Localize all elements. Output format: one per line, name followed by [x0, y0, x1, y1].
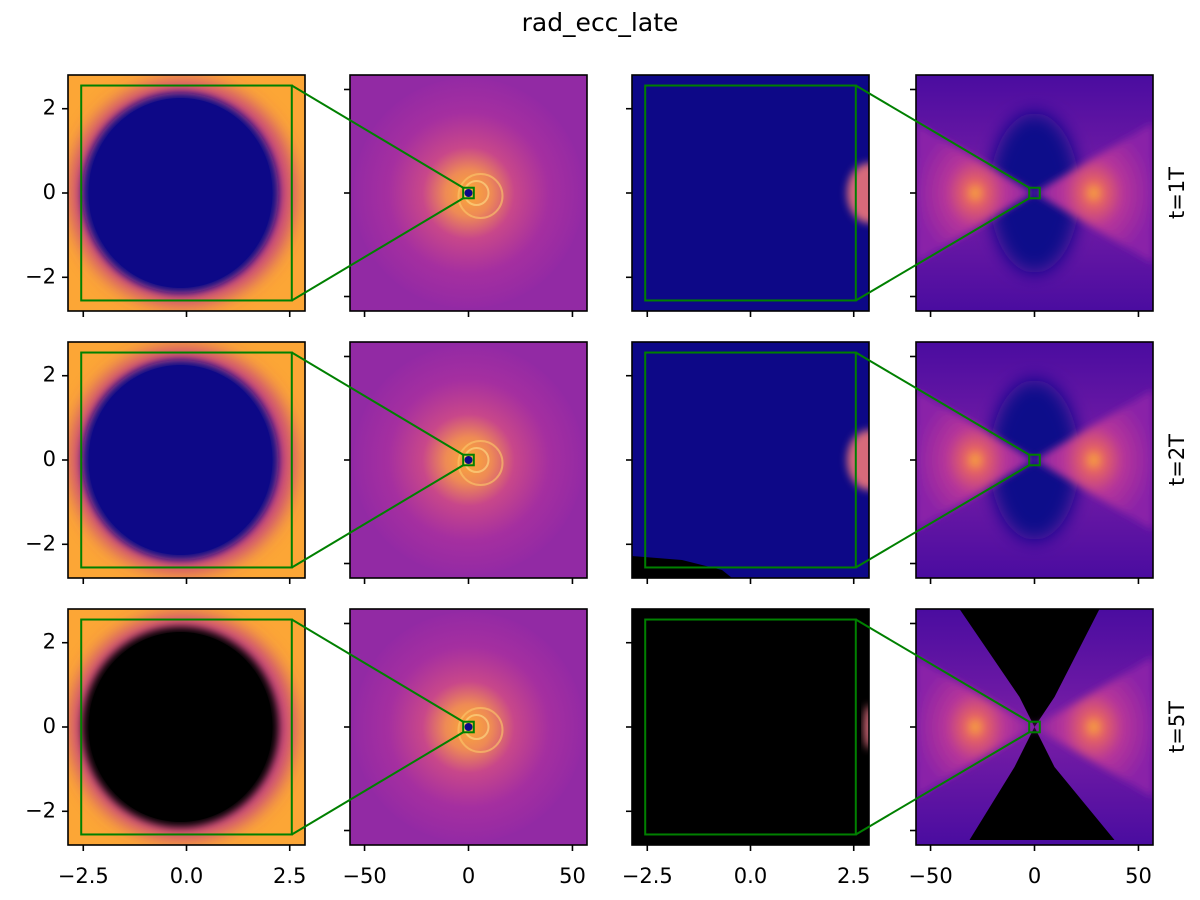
- x-tick-label: 2.5: [837, 864, 870, 888]
- x-tick-label: −50: [342, 864, 386, 888]
- image-core: [88, 365, 273, 555]
- zoom-connector: [291, 464, 464, 569]
- y-tick-label: 0: [43, 180, 56, 204]
- image-center: [464, 723, 473, 731]
- zoom-connector: [855, 197, 1030, 302]
- y-tick-label: −2: [25, 264, 56, 288]
- image-core: [88, 98, 273, 288]
- zoom-connector: [291, 197, 464, 302]
- image-ring: [457, 440, 504, 486]
- x-tick-label: −2.5: [622, 864, 673, 888]
- zoom-box: [1028, 453, 1041, 467]
- image-edge: [864, 705, 869, 749]
- image-center: [464, 189, 473, 197]
- zoom-connector: [291, 351, 464, 456]
- x-tick-label: 0.0: [170, 864, 203, 888]
- zoom-connector: [291, 84, 464, 189]
- image-center: [464, 456, 473, 464]
- x-tick-label: 0.0: [734, 864, 767, 888]
- panel-image: [916, 75, 1153, 311]
- zoom-box: [80, 618, 293, 836]
- y-tick-label: 0: [43, 447, 56, 471]
- image-background: [632, 75, 869, 311]
- x-tick-label: 0: [1028, 864, 1041, 888]
- x-tick-label: 50: [559, 864, 586, 888]
- x-tick-label: 2.5: [273, 864, 306, 888]
- y-tick-label: 2: [43, 96, 56, 120]
- x-tick-label: 50: [1125, 864, 1152, 888]
- zoom-box: [462, 453, 475, 467]
- row-label: t=2T: [1165, 434, 1189, 486]
- zoom-connector: [291, 731, 464, 836]
- zoom-connector: [855, 618, 1030, 723]
- zoom-connector: [855, 464, 1030, 569]
- zoom-connector: [855, 351, 1030, 456]
- image-void: [969, 727, 1115, 840]
- y-tick-label: −2: [25, 531, 56, 555]
- image-ring: [457, 173, 504, 219]
- y-tick-label: −2: [25, 798, 56, 822]
- x-tick-label: −50: [908, 864, 952, 888]
- zoom-box: [644, 618, 857, 836]
- zoom-box: [1028, 720, 1041, 734]
- image-void: [959, 609, 1100, 727]
- panel-image: [68, 75, 305, 311]
- image-background: [632, 342, 869, 578]
- x-tick-label: 0: [462, 864, 475, 888]
- image-ring: [457, 707, 504, 753]
- chart-title: rad_ecc_late: [522, 8, 679, 37]
- panel-image: [350, 609, 587, 845]
- zoom-connector: [855, 84, 1030, 189]
- zoom-box: [644, 84, 857, 302]
- panel-image: [632, 609, 869, 845]
- panel-image: [916, 342, 1153, 578]
- panel-image: [68, 609, 305, 845]
- zoom-connector: [291, 618, 464, 723]
- y-tick-label: 2: [43, 630, 56, 654]
- zoom-box: [644, 351, 857, 569]
- y-tick-label: 2: [43, 363, 56, 387]
- zoom-connector: [855, 731, 1030, 836]
- panel-image: [350, 342, 587, 578]
- row-label: t=5T: [1165, 701, 1189, 753]
- panel-image: [632, 75, 869, 311]
- zoom-box: [80, 351, 293, 569]
- image-edge: [847, 163, 869, 223]
- image-core: [88, 632, 273, 822]
- panel-image: [68, 342, 305, 578]
- zoom-box: [1028, 186, 1041, 200]
- image-background: [632, 609, 869, 845]
- y-tick-label: 0: [43, 714, 56, 738]
- panel-image: [350, 75, 587, 311]
- zoom-box: [462, 186, 475, 200]
- zoom-box: [80, 84, 293, 302]
- panel-image: [916, 609, 1153, 845]
- zoom-box: [462, 720, 475, 734]
- row-label: t=1T: [1165, 167, 1189, 219]
- image-edge: [847, 430, 869, 490]
- panel-image: [632, 342, 869, 578]
- x-tick-label: −2.5: [58, 864, 109, 888]
